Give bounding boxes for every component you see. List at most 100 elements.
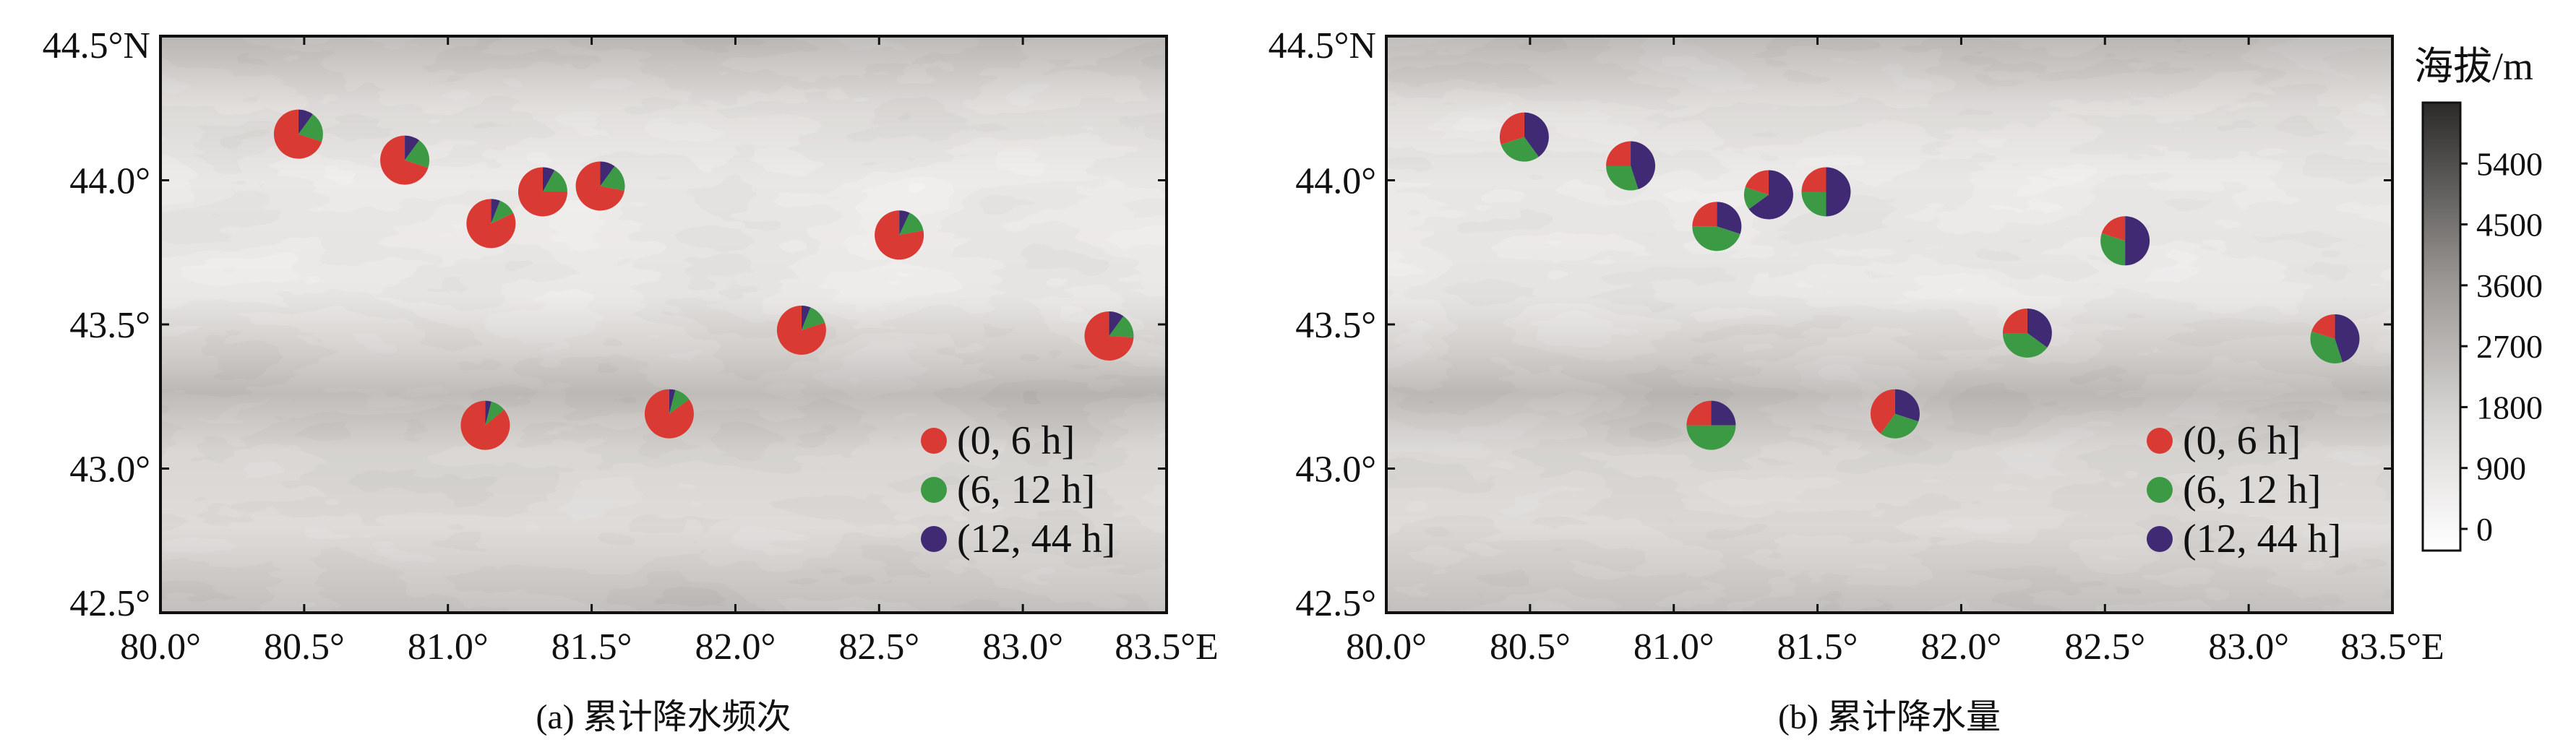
legend-swatch (921, 428, 947, 454)
y-tick-label: 43.5° (69, 305, 150, 346)
pie-slice (875, 210, 924, 260)
pie-slice (1743, 186, 1769, 210)
x-tick-label: 83.5°E (1115, 626, 1219, 668)
y-tick-label: 43.0° (1295, 449, 1376, 491)
x-tick-label: 81.0° (1633, 626, 1714, 668)
pie-slice (1801, 167, 1826, 192)
pie-marker (1743, 170, 1793, 220)
colorbar-title: 海拔/m (2414, 45, 2533, 88)
legend-swatch (2147, 428, 2173, 454)
x-axis-b: 80.0° 80.5° 81.0° 81.5° 82.0° 82.5° 83.0° 83.5°… (1346, 36, 2444, 668)
colorbar-tick-label: 4500 (2476, 207, 2543, 243)
pie-marker (1499, 112, 1549, 162)
colorbar-gradient (2421, 101, 2462, 552)
pie-slice (2002, 308, 2027, 333)
pie-slice (1745, 170, 1769, 195)
pie-slice (1500, 137, 1539, 162)
pie-slice (1826, 167, 1851, 217)
colorbar: 海拔/m 0 900 1800 2700 3600 4500 5400 (2414, 45, 2543, 552)
legend-label: (0, 6 h] (957, 418, 1075, 463)
pie-slice (491, 200, 514, 224)
colorbar-tick-label: 900 (2476, 450, 2526, 487)
pie-slice (2335, 314, 2360, 363)
legend-b: (0, 6 h](6, 12 h] (12, 44 h] (2147, 418, 2341, 561)
pie-slice (1894, 389, 1920, 422)
pie-marker (776, 305, 826, 355)
panel-title-a: (a) 累计降水频次 (536, 698, 791, 736)
pie-slice (491, 199, 500, 224)
pie-slice (1499, 112, 1524, 145)
x-tick-label: 80.5° (1490, 626, 1571, 668)
pie-slice (1606, 165, 1639, 191)
pie-slice (405, 135, 420, 160)
x-tick-label: 83.5°E (2340, 626, 2444, 668)
pie-marker (1870, 389, 1920, 439)
x-tick-label: 80.0° (1346, 626, 1427, 668)
pie-slice (575, 161, 624, 211)
pie-slice (273, 109, 322, 159)
y-axis-a: 42.5° 43.0° 43.5° 44.0° 44.5°N (43, 25, 1167, 624)
pie-slice (405, 140, 430, 168)
pie-marker (575, 161, 625, 211)
pie-marker (273, 109, 323, 159)
pie-slice (669, 389, 690, 414)
pie-marker (1692, 202, 1742, 251)
panel-b: 80.0° 80.5° 81.0° 81.5° 82.0° 82.5° 83.0° 83.5°… (1268, 25, 2444, 736)
colorbar-tick-label: 5400 (2476, 145, 2543, 182)
pie-slice (1686, 400, 1712, 426)
pie-slice (1880, 413, 1919, 439)
pie-slice (669, 389, 676, 414)
pie-marker (1606, 141, 1656, 191)
y-tick-label: 44.0° (1295, 161, 1376, 202)
pie-slice (2311, 314, 2335, 339)
pie-slice (1686, 425, 1736, 450)
pie-slice (1692, 226, 1740, 251)
y-tick-label: 43.0° (69, 449, 150, 491)
pie-slice (485, 400, 491, 426)
terrain-map-a (160, 36, 1167, 613)
legend-label: (12, 44 h] (2183, 517, 2341, 561)
pie-marker (1801, 167, 1851, 217)
legend-label: (6, 12 h] (2183, 467, 2321, 512)
pie-slice (1748, 170, 1793, 220)
pie-slice (2101, 216, 2126, 241)
legend-label: (12, 44 h] (957, 517, 1115, 561)
pie-slice (542, 170, 567, 192)
pie-slice (1524, 112, 1549, 158)
pie-marker (466, 199, 516, 249)
pie-slice (460, 400, 510, 450)
legend-a: (0, 6 h](6, 12 h] (12, 44 h] (921, 418, 1115, 561)
terrain-map-b (1386, 36, 2392, 613)
x-axis-a: 80.0° 80.5° 81.0° 81.5° 82.0° 82.5° 83.0° 83.5°… (120, 36, 1219, 668)
x-tick-label: 81.0° (408, 626, 489, 668)
x-tick-label: 82.5° (2064, 626, 2145, 668)
pie-slice (1801, 191, 1826, 217)
colorbar-tick-label: 1800 (2476, 389, 2543, 426)
colorbar-tick-label: 3600 (2476, 267, 2543, 304)
x-tick-label: 83.0° (2208, 626, 2289, 668)
pie-slice (1084, 311, 1134, 361)
panel-title-b: (b) 累计降水量 (1778, 698, 2001, 736)
pie-slice (600, 165, 625, 191)
pie-slice (542, 167, 555, 192)
pie-slice (1717, 202, 1742, 234)
legend-swatch (921, 477, 947, 503)
pie-marker (380, 135, 430, 185)
pie-slice (2125, 216, 2150, 266)
pie-marker (1084, 311, 1134, 361)
pie-slice (801, 307, 825, 330)
pie-slice (801, 305, 811, 330)
pie-slice (1631, 141, 1656, 189)
pie-marker (2310, 314, 2360, 363)
pie-slice (518, 167, 567, 217)
pie-slice (899, 210, 910, 236)
pie-marker (2002, 308, 2052, 358)
legend-swatch (2147, 526, 2173, 552)
colorbar-ticks: 0 900 1800 2700 3600 4500 5400 (2460, 145, 2543, 548)
x-tick-label: 80.0° (120, 626, 201, 668)
legend-swatch (2147, 477, 2173, 503)
pie-markers-b (1499, 112, 2360, 450)
legend-label: (0, 6 h] (2183, 418, 2301, 463)
pie-slice (644, 389, 694, 439)
